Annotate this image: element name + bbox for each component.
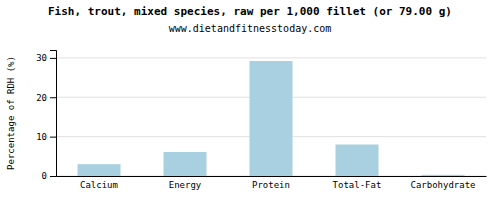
bar <box>78 164 121 176</box>
tick-label: 0 <box>42 171 47 181</box>
bar <box>336 145 379 177</box>
tick-mark <box>50 137 56 138</box>
axis-line <box>57 176 487 177</box>
plot-area: 0 10 20 30 Calcium Energy Protein Total-Fat Carb… <box>36 51 486 191</box>
y-axis-title: Percentage of RDH (%) <box>6 56 16 170</box>
tick: 30 <box>36 53 56 63</box>
bar <box>250 61 293 176</box>
tick: Protein <box>252 180 290 190</box>
tick: 20 <box>36 93 56 103</box>
tick: 0 <box>42 171 56 181</box>
bar <box>164 152 207 176</box>
tick-label: 20 <box>36 93 47 103</box>
tick: Energy <box>169 180 202 190</box>
tick-label: Carbohydrate <box>410 180 475 190</box>
tick: Calcium <box>80 180 118 190</box>
tick-mark <box>50 58 56 59</box>
bars <box>78 61 465 176</box>
tick-label: 10 <box>36 132 47 142</box>
y-axis: 0 10 20 30 <box>36 51 56 182</box>
tick-label: Protein <box>252 180 290 190</box>
subtitle: www.dietandfitnesstoday.com <box>169 23 332 34</box>
chart: Fish, trout, mixed species, raw per 1,00… <box>0 0 500 200</box>
tick-label: 30 <box>36 53 47 63</box>
x-axis: Calcium Energy Protein Total-Fat Carbohydrat… <box>57 177 487 191</box>
tick: Total-Fat <box>333 180 382 190</box>
tick-label: Total-Fat <box>333 180 382 190</box>
axis-line <box>50 51 57 177</box>
tick: Carbohydrate <box>410 180 475 190</box>
grid-line <box>56 57 486 58</box>
tick-mark <box>50 97 56 98</box>
chart-container: Fish, trout, mixed species, raw per 1,00… <box>0 0 500 200</box>
tick-label: Calcium <box>80 180 118 190</box>
tick-mark <box>50 176 56 177</box>
title: Fish, trout, mixed species, raw per 1,00… <box>48 5 452 18</box>
tick: 10 <box>36 132 56 142</box>
tick-label: Energy <box>169 180 202 190</box>
grid <box>56 58 486 176</box>
bar <box>422 175 465 176</box>
